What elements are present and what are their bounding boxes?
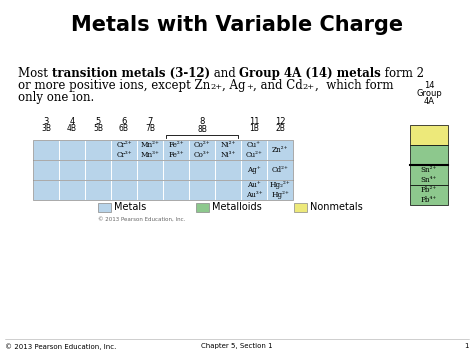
Bar xyxy=(267,160,293,180)
Text: 6: 6 xyxy=(121,117,127,126)
Text: Metals: Metals xyxy=(114,202,146,213)
Text: © 2013 Pearson Education, Inc.: © 2013 Pearson Education, Inc. xyxy=(5,343,117,350)
Text: and: and xyxy=(210,67,239,80)
Bar xyxy=(189,140,215,160)
Text: Most: Most xyxy=(18,67,52,80)
Bar xyxy=(241,160,267,180)
Text: Cd²⁺: Cd²⁺ xyxy=(272,166,289,174)
Bar xyxy=(59,180,85,200)
Text: 4B: 4B xyxy=(67,124,77,133)
Text: 5B: 5B xyxy=(93,124,103,133)
Text: +: + xyxy=(246,83,253,91)
Text: Chapter 5, Section 1: Chapter 5, Section 1 xyxy=(201,343,273,349)
Text: 4: 4 xyxy=(69,117,74,126)
Bar xyxy=(33,180,59,200)
Text: 3B: 3B xyxy=(41,124,51,133)
Text: Metals with Variable Charge: Metals with Variable Charge xyxy=(71,15,403,35)
Bar xyxy=(215,140,241,160)
Text: transition metals (3-12): transition metals (3-12) xyxy=(52,67,210,80)
Bar xyxy=(111,180,137,200)
Text: only one ion.: only one ion. xyxy=(18,91,94,104)
Text: 2B: 2B xyxy=(275,124,285,133)
Text: 5: 5 xyxy=(95,117,100,126)
Bar xyxy=(215,160,241,180)
Text: or more positive ions, except Zn: or more positive ions, except Zn xyxy=(18,79,210,92)
Text: Hg₂²⁺
Hg²⁺: Hg₂²⁺ Hg²⁺ xyxy=(270,181,291,198)
Bar xyxy=(215,180,241,200)
Bar xyxy=(267,140,293,160)
Bar xyxy=(111,160,137,180)
Bar xyxy=(267,180,293,200)
Text: 4A: 4A xyxy=(423,97,435,106)
Bar xyxy=(98,203,111,212)
Text: 7: 7 xyxy=(147,117,153,126)
Bar xyxy=(189,180,215,200)
Text: 1: 1 xyxy=(465,343,469,349)
Bar xyxy=(189,160,215,180)
Bar xyxy=(241,140,267,160)
Text: © 2013 Pearson Education, Inc.: © 2013 Pearson Education, Inc. xyxy=(98,217,185,222)
Text: 2+: 2+ xyxy=(210,83,222,91)
Bar xyxy=(163,140,189,160)
Bar xyxy=(410,125,448,145)
Text: Co²⁺
Co³⁺: Co²⁺ Co³⁺ xyxy=(194,141,210,159)
Bar xyxy=(85,140,111,160)
Text: 8: 8 xyxy=(199,117,205,126)
Text: Sn²⁺
Sn⁴⁺: Sn²⁺ Sn⁴⁺ xyxy=(421,166,437,184)
Text: 6B: 6B xyxy=(119,124,129,133)
Text: Zn²⁺: Zn²⁺ xyxy=(272,146,288,154)
Bar xyxy=(137,180,163,200)
Bar xyxy=(33,160,59,180)
Bar xyxy=(410,185,448,205)
Bar xyxy=(59,160,85,180)
Text: Cr²⁺
Cr³⁺: Cr²⁺ Cr³⁺ xyxy=(116,141,132,159)
Text: 12: 12 xyxy=(275,117,285,126)
Text: 11: 11 xyxy=(249,117,259,126)
Bar xyxy=(33,140,293,200)
Text: 3: 3 xyxy=(43,117,49,126)
Text: Mn²⁺
Mn³⁺: Mn²⁺ Mn³⁺ xyxy=(141,141,159,159)
Bar xyxy=(137,160,163,180)
Bar xyxy=(163,160,189,180)
Bar xyxy=(85,180,111,200)
Bar xyxy=(410,145,448,165)
Text: Nonmetals: Nonmetals xyxy=(310,202,363,213)
Bar xyxy=(137,140,163,160)
Text: 14: 14 xyxy=(424,81,434,90)
Text: Group: Group xyxy=(416,89,442,98)
Text: Cu⁺
Cu²⁺: Cu⁺ Cu²⁺ xyxy=(246,141,263,159)
Text: Metalloids: Metalloids xyxy=(212,202,262,213)
Text: 1B: 1B xyxy=(249,124,259,133)
Bar xyxy=(33,140,59,160)
Text: , and Cd: , and Cd xyxy=(253,79,302,92)
Text: ,  which form: , which form xyxy=(315,79,393,92)
Text: , Ag: , Ag xyxy=(222,79,246,92)
Text: Ag⁺: Ag⁺ xyxy=(247,166,261,174)
Text: form 2: form 2 xyxy=(381,67,424,80)
Text: Au⁺
Au³⁺: Au⁺ Au³⁺ xyxy=(246,181,262,198)
Text: 8B: 8B xyxy=(197,125,207,134)
Bar xyxy=(410,165,448,185)
Bar xyxy=(294,203,307,212)
Bar xyxy=(85,160,111,180)
Text: Group 4A (14) metals: Group 4A (14) metals xyxy=(239,67,381,80)
Text: Fe²⁺
Fe³⁺: Fe²⁺ Fe³⁺ xyxy=(168,141,184,159)
Text: 7B: 7B xyxy=(145,124,155,133)
Text: Ni²⁺
Ni³⁺: Ni²⁺ Ni³⁺ xyxy=(220,141,236,159)
Bar xyxy=(241,180,267,200)
Bar xyxy=(111,140,137,160)
Bar xyxy=(59,140,85,160)
Text: 2+: 2+ xyxy=(302,83,315,91)
Text: Pb²⁺
Pb⁴⁺: Pb²⁺ Pb⁴⁺ xyxy=(421,186,437,204)
Bar xyxy=(196,203,209,212)
Bar xyxy=(163,180,189,200)
